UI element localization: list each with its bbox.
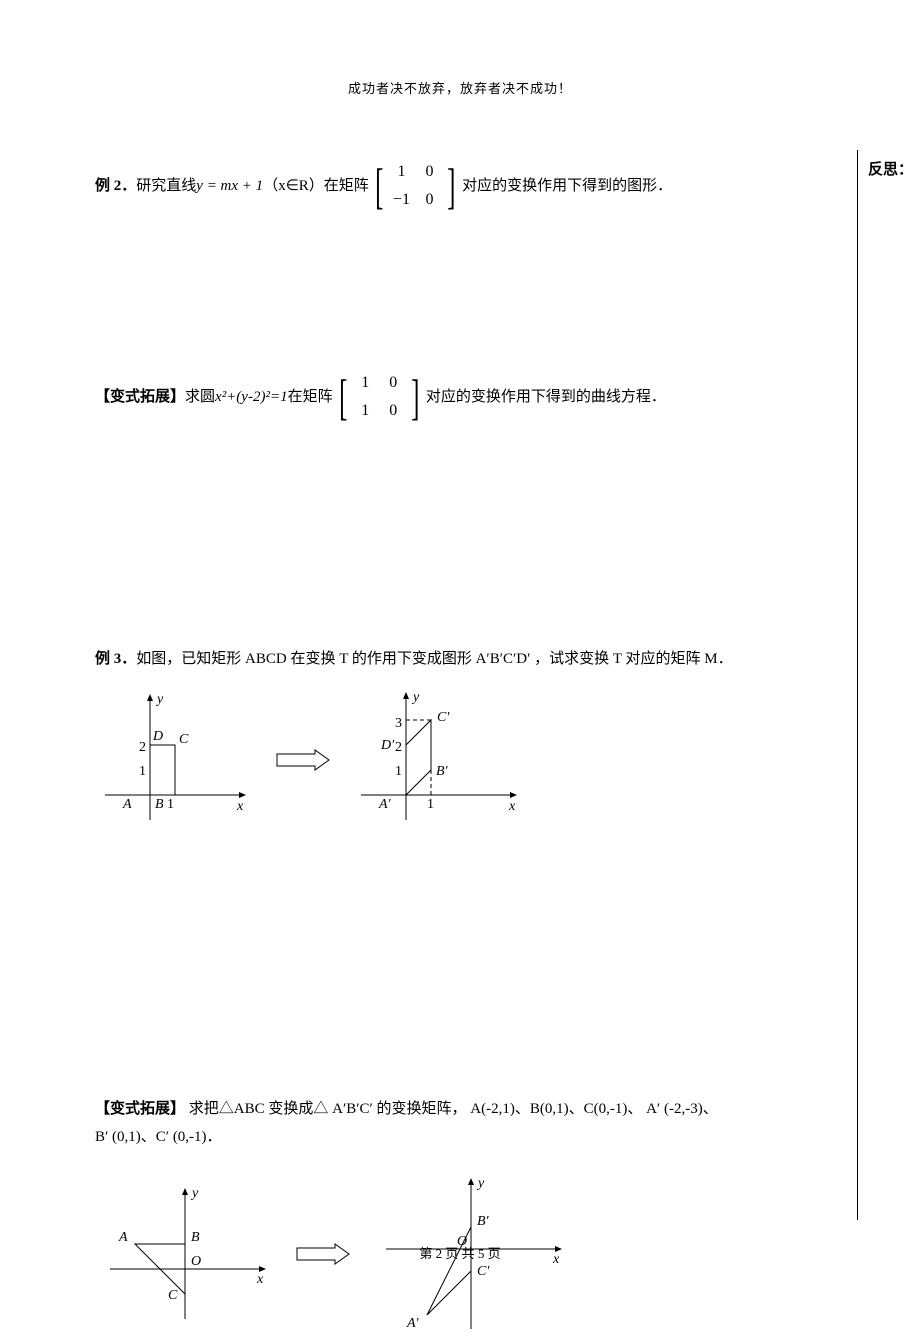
point-label: B′	[477, 1214, 490, 1229]
axis-label-y: y	[155, 692, 164, 707]
var1-label: 【变式拓展】	[95, 383, 185, 411]
var1-matrix: [ 1 0 1 0 ]	[335, 369, 424, 425]
variant-1: 【变式拓展】 求圆 x²+(y-2)²=1 在矩阵 [ 1 0 1 0 ]	[95, 369, 855, 425]
var1-text-mid: 在矩阵	[288, 383, 333, 411]
m-cell: 0	[379, 397, 407, 425]
axis-label-y: y	[476, 1176, 485, 1191]
var2-text-b: B′ (0,1)、C′ (0,-1)．	[95, 1129, 222, 1145]
point-label: C	[168, 1288, 178, 1303]
point-label: B	[155, 797, 164, 812]
m-cell: 1	[351, 397, 379, 425]
example-3: 例 3． 如图，已知矩形 ABCD 在变换 T 的作用下变成图形 A′B′C′D…	[95, 645, 855, 673]
tick-label: 1	[427, 797, 434, 812]
transform-arrow-icon	[275, 748, 331, 772]
tick-label: 2	[395, 740, 402, 755]
point-label: A′	[378, 797, 392, 812]
m-cell: 1	[351, 369, 379, 397]
ex2-text-after: 对应的变换作用下得到的图形．	[462, 172, 672, 200]
bracket-right-icon: ]	[448, 161, 456, 211]
m-cell: 0	[415, 158, 443, 186]
bracket-left-icon: [	[339, 372, 347, 422]
ex2-text-mid: 在矩阵	[324, 172, 369, 200]
ex2-equation: y = mx + 1	[196, 172, 263, 200]
variant-2: 【变式拓展】 求把△ABC 变换成△ A′B′C′ 的变换矩阵， A(-2,1)…	[95, 1095, 855, 1151]
content-area: 例 2． 研究直线 y = mx + 1 （x∈R） 在矩阵 [ 1 0 −1 …	[95, 150, 855, 1220]
axis-label-y: y	[190, 1186, 199, 1201]
point-label: C′	[437, 710, 450, 725]
bracket-left-icon: [	[375, 161, 383, 211]
var1-text-after: 对应的变换作用下得到的曲线方程．	[426, 383, 666, 411]
ex2-domain: （x∈R）	[263, 172, 324, 200]
m-cell: 0	[379, 369, 407, 397]
page: 成功者决不放弃，放弃者决不成功！ 反思： 例 2． 研究直线 y = mx + …	[0, 0, 920, 1302]
ex2-label: 例 2．	[95, 172, 136, 200]
var2-label: 【变式拓展】	[95, 1101, 185, 1117]
tick-label: 1	[395, 764, 402, 779]
point-label: C	[179, 732, 189, 747]
axis-label-x: x	[236, 799, 244, 814]
point-label: D′	[380, 738, 395, 753]
var2-text-a: 求把△ABC 变换成△ A′B′C′ 的变换矩阵，	[189, 1101, 467, 1117]
header-motto: 成功者决不放弃，放弃者决不成功！	[0, 78, 920, 97]
m-cell: 0	[415, 186, 443, 214]
ex3-text: 如图，已知矩形 ABCD 在变换 T 的作用下变成图形 A′B′C′D′ ，试求…	[136, 645, 732, 673]
point-label: A′	[406, 1316, 420, 1331]
m-cell: 1	[387, 158, 415, 186]
point-label: D	[152, 729, 163, 744]
var2-coords: A(-2,1)、B(0,1)、C(0,-1)、 A′ (-2,-3)、	[470, 1101, 717, 1117]
vertical-rule	[857, 150, 858, 1220]
reflex-label: 反思：	[868, 158, 913, 179]
point-label: B′	[436, 764, 449, 779]
page-footer: 第 2 页 共 5 页	[0, 1243, 920, 1262]
ex3-label: 例 3．	[95, 645, 136, 673]
example-2: 例 2． 研究直线 y = mx + 1 （x∈R） 在矩阵 [ 1 0 −1 …	[95, 158, 855, 214]
bracket-right-icon: ]	[411, 372, 419, 422]
var1-equation: x²+(y-2)²=1	[215, 383, 288, 411]
tick-label: 3	[395, 716, 402, 731]
var1-text-before: 求圆	[185, 383, 215, 411]
ex3-graph-left: 1 2 y x A B 1 C D	[95, 685, 255, 835]
m-cell: −1	[387, 186, 415, 214]
axis-label-x: x	[256, 1272, 264, 1287]
ex3-figure-row: 1 2 y x A B 1 C D	[95, 685, 855, 835]
ex2-matrix: [ 1 0 −1 0 ]	[371, 158, 460, 214]
ex2-text-before: 研究直线	[136, 172, 196, 200]
axis-label-y: y	[411, 690, 420, 705]
tick-label: 1	[139, 764, 146, 779]
axis-label-x: x	[508, 799, 516, 814]
point-label: A	[122, 797, 132, 812]
tick-label: 1	[167, 797, 174, 812]
tick-label: 2	[139, 740, 146, 755]
point-label: C′	[477, 1264, 490, 1279]
ex3-graph-right: 1 2 3 y x A′ B′ 1 C′ D′	[351, 685, 531, 835]
